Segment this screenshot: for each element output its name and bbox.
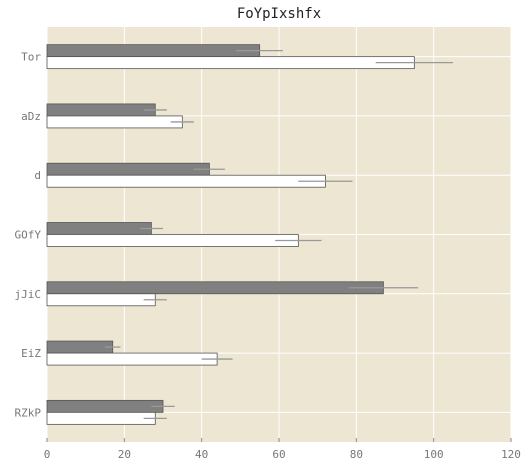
y-tick-label: d — [34, 169, 41, 182]
bar — [46, 115, 183, 129]
error-bars-layer — [105, 49, 453, 420]
bar — [46, 281, 384, 295]
bar — [46, 340, 114, 354]
bar — [46, 103, 156, 117]
chart-title: FoYpIxshfx — [237, 6, 321, 22]
x-tick-label: 20 — [118, 448, 131, 461]
bar — [46, 162, 210, 176]
bar — [46, 234, 299, 247]
x-tick-label: 120 — [501, 448, 521, 461]
y-tick-label: Tor — [21, 51, 41, 64]
x-tick-label: 100 — [424, 448, 444, 461]
x-tick-label: 80 — [350, 448, 363, 461]
bar — [46, 411, 156, 425]
y-tick-label: aDz — [21, 110, 41, 123]
bar — [46, 222, 152, 235]
bar — [46, 56, 415, 70]
y-tick-labels: Tor aDz d GOfY jJiC EiZ RZkP — [15, 51, 42, 420]
bars-layer — [46, 44, 415, 425]
x-tick-labels: 0 20 40 60 80 100 120 — [44, 448, 521, 461]
bar — [46, 352, 218, 366]
bar — [46, 293, 156, 307]
y-tick-label: RZkP — [15, 406, 42, 419]
x-tick-label: 0 — [44, 448, 51, 461]
y-tick-label: jJiC — [15, 288, 42, 301]
bar — [46, 174, 326, 188]
x-tick-label: 60 — [272, 448, 285, 461]
y-tick-label: EiZ — [21, 347, 41, 360]
bar — [46, 44, 261, 58]
y-tick-label: GOfY — [15, 229, 42, 242]
x-tick-label: 40 — [195, 448, 208, 461]
bar — [46, 399, 164, 413]
